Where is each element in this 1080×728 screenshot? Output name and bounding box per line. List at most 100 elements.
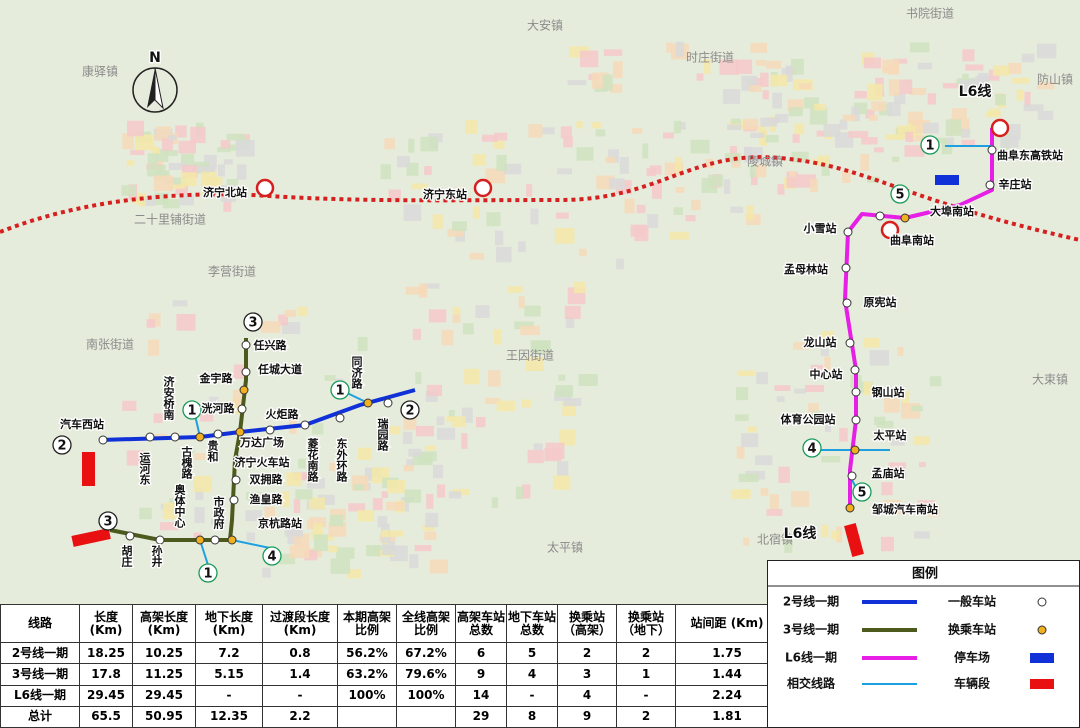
urban-block: [609, 178, 625, 190]
legend-line-label: 2号线一期: [783, 594, 839, 609]
urban-block: [848, 130, 869, 138]
urban-block: [294, 533, 310, 548]
urban-block: [436, 484, 446, 498]
label: 孙井: [150, 544, 163, 568]
legend-line-label: L6线一期: [785, 650, 837, 665]
urban-block: [569, 46, 589, 58]
urban-block: [760, 117, 778, 127]
urban-block: [726, 124, 742, 131]
urban-block: [425, 512, 439, 528]
urban-block: [917, 500, 935, 509]
urban-block: [636, 204, 646, 214]
urban-block: [823, 123, 841, 137]
legend-box: [767, 560, 1080, 728]
urban-block: [860, 153, 870, 171]
urban-block: [883, 499, 901, 515]
urban-block: [346, 569, 362, 579]
label: 火炬路: [266, 407, 300, 421]
urban-block: [486, 212, 501, 227]
urban-block: [348, 503, 366, 512]
urban-block: [738, 473, 759, 483]
urban-block: [751, 172, 758, 186]
urban-block: [951, 108, 967, 119]
urban-block: [959, 78, 978, 93]
urban-block: [447, 229, 464, 237]
table-cell: 2.24: [675, 684, 779, 707]
urban-block: [652, 182, 662, 199]
urban-block: [793, 342, 809, 350]
table-cell: -: [195, 684, 263, 707]
urban-block: [567, 80, 587, 86]
urban-block: [892, 58, 908, 64]
urban-block: [377, 516, 388, 528]
urban-block: [758, 125, 766, 139]
table-cell: 50.95: [132, 705, 196, 728]
label: 孟母林站: [784, 262, 828, 276]
urban-block: [794, 123, 805, 135]
table-cell: 高架长度 (Km): [132, 603, 196, 644]
urban-block: [281, 491, 290, 507]
urban-block: [293, 499, 301, 513]
urban-block: [178, 140, 196, 154]
urban-blocks: [121, 41, 1057, 579]
urban-block: [127, 120, 144, 137]
urban-block: [193, 532, 202, 539]
urban-block: [418, 283, 428, 298]
urban-block: [372, 545, 392, 555]
table-cell: 高架车站总数: [455, 603, 507, 644]
urban-block: [493, 329, 502, 345]
urban-block: [223, 197, 232, 212]
line-number-badge: [400, 400, 420, 420]
station: [195, 432, 205, 442]
urban-block: [530, 208, 539, 225]
urban-block: [357, 510, 375, 522]
urban-block: [754, 455, 773, 466]
urban-block: [821, 455, 841, 463]
label: 小雪站: [803, 221, 837, 235]
urban-block: [495, 230, 504, 246]
urban-block: [1016, 89, 1024, 101]
table-cell: 4: [557, 684, 617, 707]
urban-block: [662, 132, 674, 139]
urban-block: [162, 502, 178, 520]
urban-block: [432, 214, 443, 229]
urban-block: [559, 429, 576, 446]
urban-block: [384, 138, 395, 150]
table-cell: 56.2%: [337, 642, 397, 665]
urban-block: [284, 524, 303, 537]
urban-block: [719, 59, 740, 75]
urban-block: [778, 466, 790, 484]
urban-block: [130, 149, 145, 156]
label: 陵城镇: [747, 155, 783, 169]
urban-block: [485, 168, 506, 184]
urban-block: [424, 166, 432, 176]
urban-block: [775, 113, 789, 123]
legend-symbol-label: 车辆段: [954, 676, 991, 691]
urban-block: [518, 296, 525, 309]
station: [155, 535, 165, 545]
label: 原宪站: [864, 295, 897, 309]
urban-block: [372, 498, 383, 511]
urban-block: [897, 347, 904, 356]
table-cell: 4: [506, 663, 558, 686]
table-cell: 长度 (Km): [79, 603, 133, 644]
table-cell: 9: [455, 663, 507, 686]
urban-block: [313, 534, 328, 552]
urban-block: [965, 64, 984, 71]
table-cell: 线路: [0, 603, 80, 644]
urban-block: [528, 124, 543, 138]
urban-block: [122, 400, 137, 412]
urban-block: [890, 434, 905, 446]
urban-block: [808, 403, 819, 414]
urban-block: [1024, 91, 1031, 107]
table-cell: 1.75: [675, 642, 779, 665]
urban-block: [162, 199, 180, 209]
urban-block: [157, 170, 170, 177]
label: 运河东: [138, 452, 151, 486]
urban-block: [452, 416, 466, 428]
label: 洸河路: [202, 401, 236, 415]
table-cell: 100%: [396, 684, 456, 707]
urban-block: [707, 174, 724, 187]
urban-block: [910, 135, 928, 142]
table-cell: 地下长度 (Km): [195, 603, 263, 644]
